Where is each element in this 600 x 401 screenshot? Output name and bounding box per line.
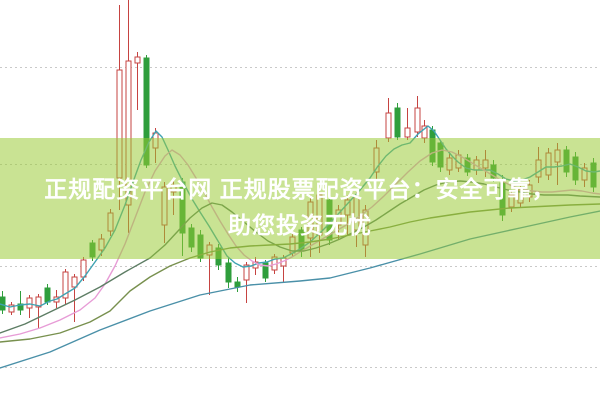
banner-title: 正规配资平台网 正规股票配资平台：安全可靠， xyxy=(44,176,556,202)
banner-subtitle: 助您投资无忧 xyxy=(228,212,372,238)
promo-banner-overlay: 正规配资平台网 正规股票配资平台：安全可靠， 助您投资无忧 xyxy=(0,138,600,259)
